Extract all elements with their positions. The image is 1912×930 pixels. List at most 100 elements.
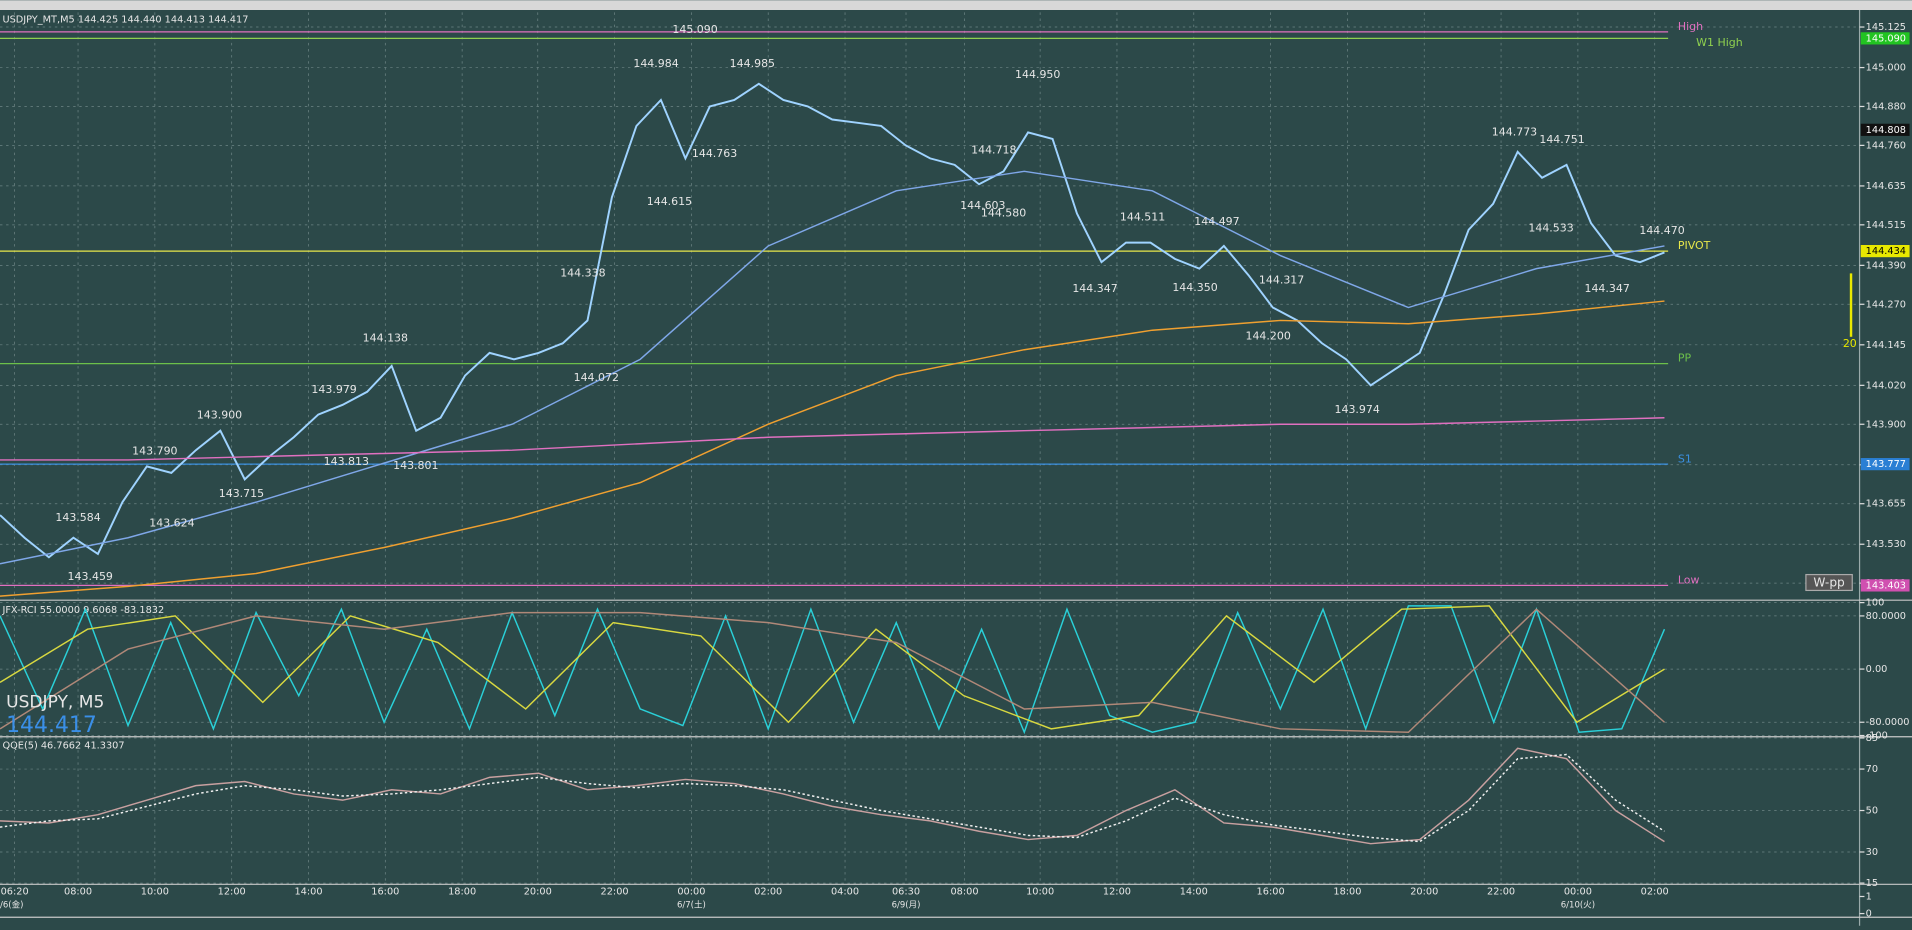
date-label: 6/9(月): [892, 901, 921, 911]
x-tick-label: 04:00: [831, 887, 859, 898]
price-annotation: 144.773: [1492, 126, 1537, 139]
price-annotation: 144.533: [1528, 222, 1573, 235]
x-tick-label: 06:20: [1, 887, 29, 898]
price-annotation: 144.580: [981, 207, 1026, 220]
price-annotation: 144.072: [574, 371, 619, 384]
x-tick-label: 22:00: [1487, 887, 1515, 898]
series-line: [0, 605, 1666, 735]
toolbar: [0, 0, 1912, 10]
price-tag-label: 143.777: [1866, 459, 1906, 470]
x-tick-label: 20:00: [524, 887, 552, 898]
y-tick-label: 144.145: [1866, 340, 1906, 351]
panel-header: QQE(5) 46.7662 41.3307: [2, 740, 124, 751]
price-annotation: 143.979: [311, 383, 356, 396]
y-tick-label: 0: [1866, 909, 1872, 920]
price-tag: [1860, 458, 1910, 471]
series-line: [0, 82, 1665, 559]
x-tick-label: 14:00: [294, 887, 322, 898]
x-tick-label: 12:00: [218, 887, 246, 898]
button[interactable]: [1805, 573, 1853, 592]
price-annotation: 143.624: [149, 517, 194, 530]
y-tick-label: 144.270: [1866, 299, 1906, 310]
y-tick-label: -80.0000: [1866, 717, 1910, 728]
x-tick-label: 14:00: [1180, 887, 1208, 898]
button-label[interactable]: W-pp: [1813, 576, 1845, 590]
x-tick-label: 00:00: [1564, 887, 1592, 898]
date-label: 6/7(土): [677, 900, 706, 911]
level-label: PP: [1678, 352, 1692, 365]
y-tick-label: 15: [1866, 878, 1878, 889]
x-tick-label: 10:00: [141, 887, 169, 898]
symbol-label: USDJPY, M5: [6, 693, 104, 713]
price-tag-label: 143.403: [1866, 580, 1906, 591]
y-tick-label: 144.880: [1866, 101, 1906, 112]
series-line: [0, 605, 1665, 730]
price-tag: [1860, 123, 1910, 136]
y-tick-label: 143.655: [1866, 499, 1906, 510]
price-annotation: 144.338: [560, 267, 605, 280]
date-label: 6/10(火): [1561, 901, 1595, 911]
price-annotation: 144.751: [1539, 133, 1584, 146]
price-annotation: 145.090: [672, 23, 717, 36]
marker-label: 20: [1843, 337, 1857, 350]
price-annotation: 144.603: [960, 199, 1005, 212]
price-annotation: 144.985: [730, 57, 775, 70]
level-label: W1 High: [1696, 36, 1743, 49]
level-label: High: [1678, 20, 1703, 33]
x-tick-label: 10:00: [1026, 887, 1054, 898]
price-annotation: 144.511: [1120, 211, 1165, 224]
price-label: 144.417: [6, 713, 97, 738]
y-tick-label: 144.020: [1866, 380, 1906, 391]
x-tick-label: 02:00: [1641, 887, 1669, 898]
y-tick-label: 143.530: [1866, 539, 1906, 550]
y-tick-label: 144.635: [1866, 181, 1906, 192]
price-annotation: 144.763: [692, 147, 737, 160]
price-annotation: 144.138: [363, 332, 408, 345]
price-annotation: 144.350: [1172, 281, 1217, 294]
y-tick-label: 100: [1866, 598, 1885, 609]
price-tag: [1860, 245, 1910, 258]
series-line: [0, 747, 1665, 845]
level-label: S1: [1678, 452, 1692, 465]
y-tick-label: 30: [1866, 847, 1878, 858]
series-line: [0, 608, 1665, 733]
price-annotation: 144.950: [1015, 68, 1060, 81]
price-annotation: 143.900: [197, 409, 242, 422]
price-tag-label: 144.434: [1866, 246, 1906, 257]
x-tick-label: 00:00: [677, 887, 705, 898]
series-line: [0, 417, 1665, 461]
y-tick-label: 1: [1866, 891, 1872, 902]
y-tick-label: 145.125: [1866, 22, 1906, 33]
price-annotation: 143.584: [55, 511, 100, 524]
x-tick-label: 20:00: [1410, 887, 1438, 898]
price-annotation: 144.347: [1584, 282, 1629, 295]
x-tick-label: 16:00: [371, 887, 399, 898]
level-label: Low: [1678, 574, 1700, 587]
panel-header: USDJPY_MT,M5 144.425 144.440 144.413 144…: [2, 15, 248, 26]
price-annotation: 144.200: [1245, 330, 1290, 343]
series-line: [0, 300, 1665, 597]
x-tick-label: 08:00: [64, 887, 92, 898]
y-tick-label: 145.000: [1866, 63, 1906, 74]
price-annotation: 144.718: [971, 143, 1016, 156]
x-tick-label: 02:00: [754, 887, 782, 898]
price-tag-label: 144.808: [1866, 125, 1906, 136]
y-tick-label: 144.390: [1866, 260, 1906, 271]
x-tick-label: 06:30: [892, 887, 920, 898]
x-tick-label: 12:00: [1103, 887, 1131, 898]
series-line: [0, 753, 1665, 843]
price-annotation: 144.984: [633, 57, 678, 70]
y-tick-label: 0.00: [1866, 664, 1888, 675]
panel-header: JFX-RCI 55.0000 9.6068 -83.1832: [1, 605, 164, 616]
price-annotation: 143.790: [132, 444, 177, 457]
price-annotation: 143.801: [393, 459, 438, 472]
y-tick-label: 144.760: [1866, 140, 1906, 151]
price-annotation: 143.974: [1334, 403, 1379, 416]
date-label: /6(金): [0, 900, 23, 911]
price-annotation: 143.459: [68, 570, 113, 583]
x-tick-label: 18:00: [1333, 887, 1361, 898]
price-tag: [1860, 32, 1910, 45]
price-annotation: 144.497: [1194, 215, 1239, 228]
